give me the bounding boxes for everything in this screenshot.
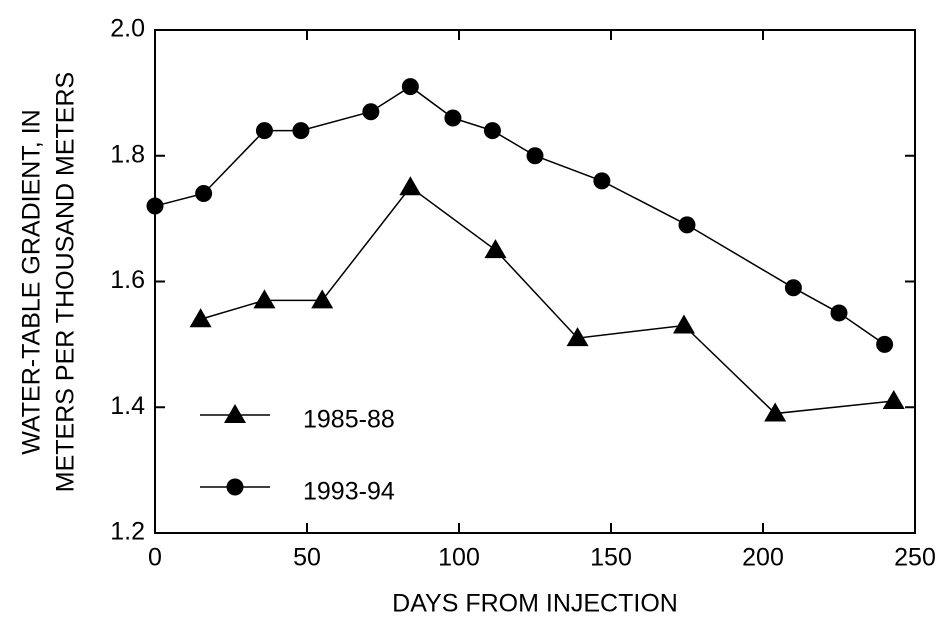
x-axis-label: DAYS FROM INJECTION [392,590,678,618]
circle-marker [255,122,273,140]
triangle-marker [311,289,334,309]
x-tick-label: 100 [438,544,480,572]
circle-marker [830,304,848,322]
circle-marker [876,335,894,353]
circle-marker [226,478,244,496]
x-tick-label: 150 [590,544,632,572]
legend-label: 1993-94 [303,478,395,506]
y-tick-label: 1.2 [110,518,145,546]
circle-marker [292,122,310,140]
y-tick-label: 2.0 [110,15,145,43]
x-tick-label: 250 [894,544,936,572]
triangle-marker [189,308,212,328]
triangle-marker [882,389,905,409]
circle-marker [784,279,802,297]
y-axis-label: METERS PER THOUSAND METERS [52,72,80,492]
circle-marker [678,216,696,234]
series-line [200,186,894,415]
circle-marker [593,172,611,190]
y-tick-label: 1.4 [110,392,145,420]
y-tick-label: 1.8 [110,140,145,168]
triangle-marker [399,176,422,196]
triangle-marker [566,327,589,347]
circle-marker [444,109,462,127]
triangle-marker [484,239,507,259]
circle-marker [483,122,501,140]
circle-marker [146,197,164,215]
circle-marker [195,184,213,202]
x-tick-label: 0 [148,544,162,572]
triangle-marker [224,404,246,423]
triangle-marker [672,314,695,334]
x-tick-label: 200 [742,544,784,572]
y-tick-label: 1.6 [110,266,145,294]
x-tick-label: 50 [293,544,321,572]
circle-marker [362,103,380,121]
circle-marker [526,147,544,165]
y-axis-label: WATER-TABLE GRADIENT, IN [18,109,46,454]
triangle-marker [253,289,276,309]
plot-frame [154,29,916,534]
triangle-marker [764,402,787,422]
circle-marker [401,78,419,96]
legend-label: 1985-88 [303,406,395,434]
